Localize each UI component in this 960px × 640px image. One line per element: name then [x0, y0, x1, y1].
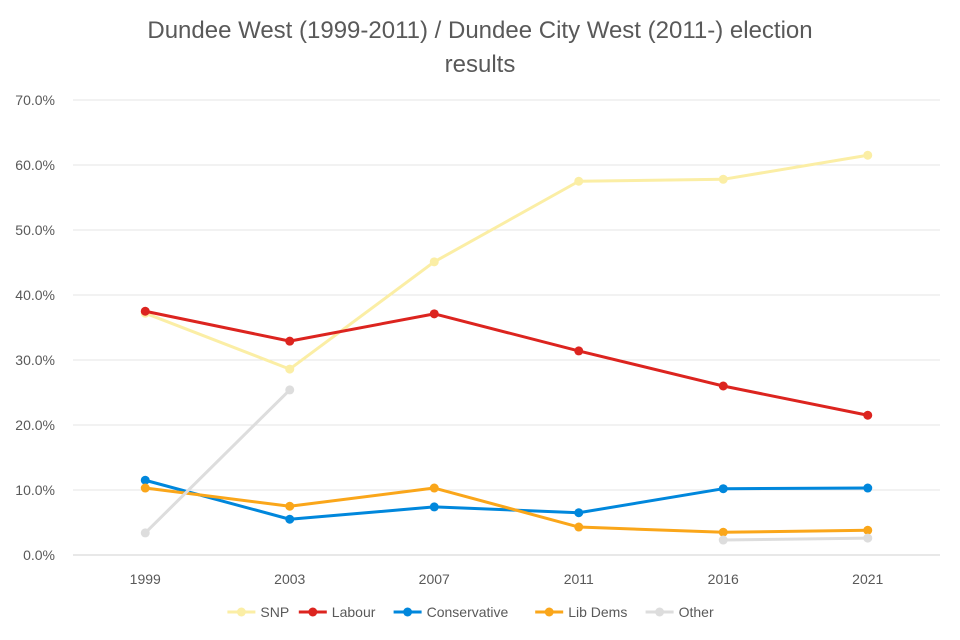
- data-point: [718, 484, 728, 494]
- y-tick-label: 70.0%: [15, 92, 55, 108]
- legend-item: SNP: [227, 604, 289, 620]
- x-tick-label: 2021: [852, 571, 883, 587]
- series-line: [144, 309, 869, 417]
- data-point: [574, 522, 584, 532]
- x-tick-label: 2003: [274, 571, 305, 587]
- data-point: [574, 176, 584, 186]
- data-point: [574, 346, 584, 356]
- data-point: [429, 483, 439, 493]
- data-point: [863, 410, 873, 420]
- legend-item: Lib Dems: [535, 604, 627, 620]
- data-point: [140, 306, 150, 316]
- chart-title-line-2: results: [445, 51, 516, 78]
- data-point: [140, 475, 150, 485]
- x-tick-label: 2016: [708, 571, 739, 587]
- legend-label: Other: [679, 604, 714, 620]
- data-point: [863, 525, 873, 535]
- series-line: [144, 388, 291, 534]
- data-point: [863, 533, 873, 543]
- y-tick-label: 20.0%: [15, 417, 55, 433]
- legend-label: Conservative: [427, 604, 509, 620]
- series-line: [145, 486, 868, 534]
- legend-item: Other: [645, 604, 714, 620]
- data-point: [285, 385, 295, 395]
- x-tick-label: 2007: [419, 571, 450, 587]
- series-line: [144, 478, 868, 521]
- y-tick-label: 60.0%: [15, 157, 55, 173]
- data-point: [718, 535, 728, 545]
- legend-label: Lib Dems: [568, 604, 627, 620]
- data-point: [140, 483, 150, 493]
- data-point: [285, 336, 295, 346]
- data-point: [429, 502, 439, 512]
- x-tick-label: 1999: [130, 571, 161, 587]
- series-line: [144, 153, 868, 371]
- series-snp: [140, 150, 873, 374]
- data-point: [285, 514, 295, 524]
- legend-label: Labour: [332, 604, 376, 620]
- legend-swatch-marker: [655, 607, 665, 617]
- legend-swatch-marker: [403, 607, 413, 617]
- legend-item: Conservative: [393, 604, 509, 620]
- y-tick-label: 50.0%: [15, 222, 55, 238]
- y-tick-label: 0.0%: [23, 547, 55, 563]
- data-point: [718, 527, 728, 537]
- data-point: [574, 508, 584, 518]
- data-point: [285, 501, 295, 511]
- series-labour: [140, 306, 873, 420]
- legend-swatch-marker: [236, 607, 246, 617]
- y-tick-label: 30.0%: [15, 352, 55, 368]
- data-point: [718, 381, 728, 391]
- series-lib-dems: [140, 483, 873, 537]
- series-line: [723, 536, 868, 542]
- data-point: [863, 483, 873, 493]
- y-tick-label: 40.0%: [15, 287, 55, 303]
- data-point: [429, 257, 439, 267]
- data-point: [718, 174, 728, 184]
- legend-swatch-marker: [544, 607, 554, 617]
- legend-swatch-marker: [308, 607, 318, 617]
- data-point: [863, 150, 873, 160]
- x-tick-label: 2011: [564, 571, 594, 587]
- series-other: [140, 385, 873, 545]
- data-point: [140, 528, 150, 538]
- chart-title-line-1: Dundee West (1999-2011) / Dundee City We…: [147, 17, 812, 44]
- data-point: [285, 364, 295, 374]
- y-tick-label: 10.0%: [15, 482, 55, 498]
- series-conservative: [140, 475, 873, 524]
- data-point: [429, 309, 439, 319]
- legend-label: SNP: [260, 604, 289, 620]
- legend-item: Labour: [298, 604, 376, 620]
